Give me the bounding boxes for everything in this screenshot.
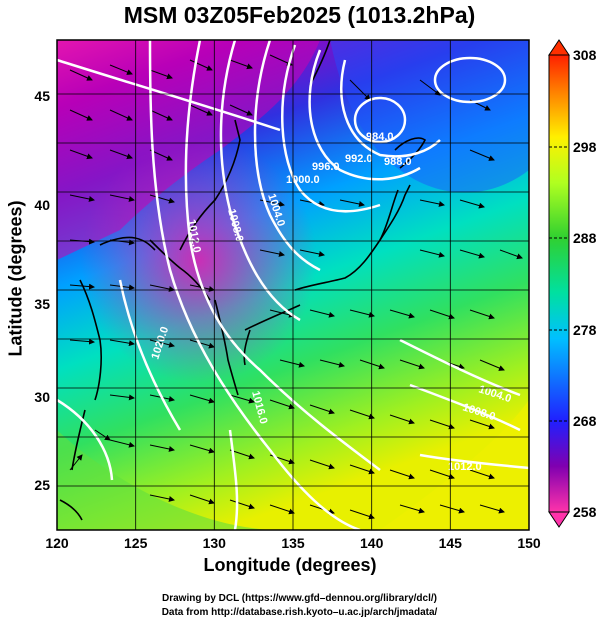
data-credit: Data from http://database.rish.kyoto–u.a… (161, 607, 438, 618)
isobar-label: 1012.0 (448, 461, 482, 473)
y-tick-label: 30 (34, 389, 50, 405)
y-tick-label: 35 (34, 296, 50, 312)
isobar-label: 984.0 (366, 131, 394, 143)
y-tick-label: 25 (34, 477, 50, 493)
x-tick-label: 130 (203, 535, 227, 551)
wind-vectors (69, 54, 523, 520)
colorbar-top-arrow (548, 39, 570, 56)
x-axis: 120 125 130 135 140 145 150 (45, 535, 541, 551)
map-title: MSM 03Z05Feb2025 (1013.2hPa) (123, 2, 476, 28)
colorbar-label: 258 (573, 504, 597, 520)
x-tick-label: 135 (281, 535, 305, 551)
x-axis-title: Longitude (degrees) (203, 555, 377, 575)
plot-frame (56, 39, 530, 531)
x-tick-label: 120 (45, 535, 69, 551)
colorbar-label: 268 (573, 413, 597, 429)
y-tick-label: 45 (34, 88, 50, 104)
colorbar-label: 308 (573, 47, 597, 63)
colorbar-label: 288 (573, 230, 597, 246)
isobar-label: 1000.0 (286, 174, 320, 186)
x-tick-label: 125 (124, 535, 148, 551)
y-axis: 25 30 35 40 45 (34, 88, 50, 493)
isobar-label: 988.0 (384, 156, 412, 168)
colorbar-bottom-arrow (548, 511, 570, 528)
y-axis-title: Latitude (degrees) (5, 200, 26, 357)
isobar-label: 992.0 (345, 153, 373, 165)
x-tick-label: 140 (360, 535, 384, 551)
colorbar: 308 298 288 278 268 258 (548, 39, 597, 528)
y-tick-label: 40 (34, 197, 50, 213)
isobar-label: 1012.0 (185, 218, 203, 253)
colorbar-label: 298 (573, 139, 597, 155)
drawing-credit: Drawing by DCL (https://www.gfd–dennou.o… (161, 593, 437, 604)
x-tick-label: 150 (517, 535, 541, 551)
isobars (56, 39, 530, 532)
colorbar-bar (548, 54, 570, 513)
isobar-label: 996.0 (312, 161, 340, 173)
colorbar-label: 278 (573, 322, 597, 338)
x-tick-label: 145 (439, 535, 463, 551)
